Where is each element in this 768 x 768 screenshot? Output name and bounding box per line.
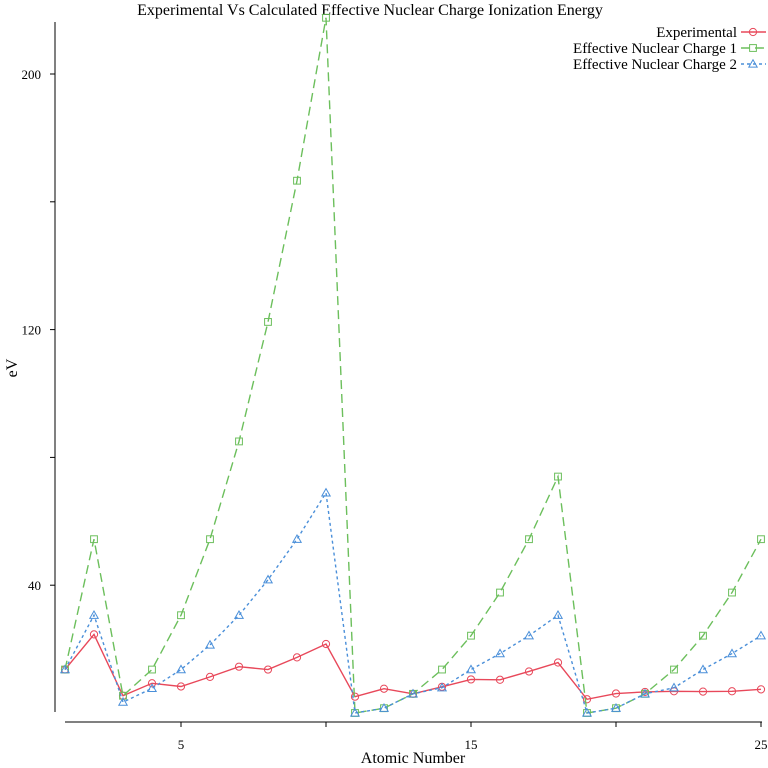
axes: 40 120 200 5 15 25 bbox=[22, 22, 768, 752]
data-point bbox=[524, 667, 534, 676]
data-point bbox=[611, 689, 621, 698]
series-1 bbox=[60, 630, 766, 704]
data-point bbox=[668, 682, 680, 692]
data-point bbox=[262, 574, 274, 584]
data-point bbox=[727, 687, 737, 696]
series-3 bbox=[59, 487, 767, 717]
y-tick-label: 200 bbox=[22, 67, 42, 82]
data-point bbox=[233, 610, 245, 619]
data-point bbox=[177, 611, 185, 620]
data-point bbox=[467, 631, 475, 640]
data-point bbox=[264, 318, 272, 326]
data-point bbox=[349, 707, 361, 717]
data-point bbox=[436, 682, 448, 692]
data-point bbox=[379, 684, 389, 693]
data-point bbox=[438, 665, 446, 674]
x-tick-label: 5 bbox=[178, 737, 185, 752]
legend-marker bbox=[749, 44, 757, 52]
data-point bbox=[148, 665, 156, 674]
data-point bbox=[205, 672, 215, 681]
data-point bbox=[523, 630, 535, 640]
data-point bbox=[466, 675, 476, 684]
y-tick-label: 120 bbox=[22, 323, 42, 338]
x-tick-label: 15 bbox=[465, 737, 478, 752]
data-point bbox=[728, 588, 736, 597]
data-point bbox=[495, 675, 505, 684]
data-point bbox=[581, 707, 593, 717]
series-line bbox=[64, 490, 762, 714]
plot-series bbox=[59, 13, 767, 717]
data-point bbox=[117, 696, 129, 706]
data-point bbox=[291, 533, 303, 543]
data-point bbox=[88, 610, 100, 619]
data-point bbox=[90, 535, 98, 544]
data-point bbox=[204, 639, 216, 649]
data-point bbox=[726, 648, 738, 658]
data-point bbox=[610, 702, 622, 712]
data-point bbox=[698, 687, 708, 696]
legend-marker bbox=[748, 27, 758, 37]
data-point bbox=[175, 664, 187, 674]
y-axis-label: eV bbox=[4, 358, 21, 377]
data-point bbox=[119, 691, 127, 700]
data-point bbox=[699, 631, 707, 640]
data-point bbox=[176, 682, 186, 691]
data-point bbox=[407, 688, 419, 698]
series-line bbox=[64, 17, 762, 714]
data-point bbox=[322, 13, 330, 22]
data-point bbox=[378, 702, 390, 712]
data-point bbox=[582, 695, 592, 704]
data-point bbox=[293, 176, 301, 185]
x-axis-label: Atomic Number bbox=[361, 750, 466, 767]
data-point bbox=[552, 610, 564, 619]
data-point bbox=[697, 664, 709, 674]
legend-label: Effective Nuclear Charge 2 bbox=[573, 57, 737, 73]
data-point bbox=[292, 653, 302, 662]
series-2 bbox=[61, 13, 765, 717]
data-point bbox=[263, 665, 273, 674]
data-point bbox=[89, 630, 99, 639]
data-point bbox=[147, 679, 157, 688]
legend-label: Experimental bbox=[656, 25, 737, 41]
data-point bbox=[525, 535, 533, 544]
data-point bbox=[757, 535, 765, 544]
data-point bbox=[554, 472, 562, 481]
data-point bbox=[496, 588, 504, 597]
legend-label: Effective Nuclear Charge 1 bbox=[573, 41, 737, 57]
data-point bbox=[321, 639, 331, 649]
data-point bbox=[234, 662, 244, 671]
data-point bbox=[670, 665, 678, 674]
data-point bbox=[320, 487, 332, 497]
x-tick-label: 25 bbox=[755, 737, 768, 752]
data-point bbox=[465, 664, 477, 674]
data-point bbox=[756, 685, 766, 694]
data-point bbox=[59, 664, 71, 674]
legend-marker bbox=[747, 58, 759, 68]
data-point bbox=[350, 692, 360, 701]
data-point bbox=[755, 630, 767, 640]
data-point bbox=[146, 683, 158, 693]
chart-title: Experimental Vs Calculated Effective Nuc… bbox=[137, 2, 603, 19]
data-point bbox=[206, 535, 214, 544]
data-point bbox=[553, 658, 563, 667]
data-point bbox=[235, 437, 243, 446]
data-point bbox=[639, 688, 651, 698]
y-tick-label: 40 bbox=[28, 578, 41, 593]
data-point bbox=[494, 648, 506, 658]
